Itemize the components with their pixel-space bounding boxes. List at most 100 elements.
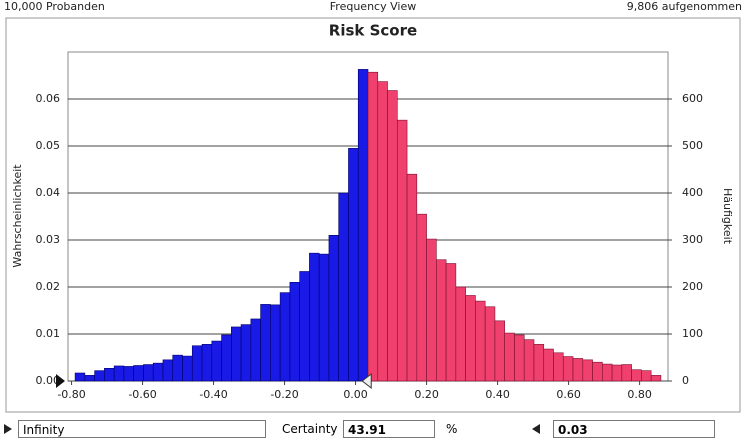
bar bbox=[465, 295, 476, 382]
upper-arrow[interactable] bbox=[532, 424, 540, 434]
bar bbox=[299, 271, 310, 382]
bar bbox=[162, 359, 174, 382]
bar bbox=[328, 235, 340, 382]
bar bbox=[318, 253, 330, 382]
bar bbox=[143, 364, 154, 382]
bar bbox=[94, 370, 105, 382]
bar bbox=[475, 300, 486, 382]
header-right: 9,806 aufgenommen bbox=[627, 0, 742, 13]
header-left: 10,000 Probanden bbox=[4, 0, 105, 13]
x-tick-label: -0.80 bbox=[57, 388, 85, 401]
bar bbox=[201, 344, 213, 382]
percent-label: % bbox=[446, 422, 458, 436]
bar bbox=[191, 345, 203, 382]
x-tick-label: 0.80 bbox=[627, 388, 652, 401]
y-tick-label: 0.00 bbox=[36, 374, 61, 387]
bar bbox=[562, 356, 574, 382]
y-tick-label: 0.03 bbox=[36, 233, 61, 246]
header-center: Frequency View bbox=[330, 0, 416, 13]
bar bbox=[602, 363, 613, 382]
bar bbox=[582, 359, 593, 382]
y2-tick-label: 100 bbox=[682, 327, 703, 340]
y2-tick-label: 300 bbox=[682, 233, 703, 246]
bar bbox=[406, 173, 418, 382]
bar bbox=[445, 263, 457, 382]
y2-tick-label: 400 bbox=[682, 186, 703, 199]
bar bbox=[650, 375, 662, 382]
bar bbox=[357, 69, 369, 382]
certainty-field[interactable]: 43.91 bbox=[343, 420, 435, 438]
bar bbox=[504, 332, 515, 382]
bar bbox=[338, 192, 349, 382]
bar bbox=[436, 259, 447, 382]
bar bbox=[494, 320, 505, 382]
bar bbox=[621, 364, 632, 382]
bar bbox=[592, 361, 603, 382]
bar bbox=[641, 370, 652, 382]
x-tick-label: 0.00 bbox=[343, 388, 368, 401]
bar bbox=[377, 81, 388, 382]
bar bbox=[484, 306, 496, 382]
bar bbox=[279, 292, 291, 382]
bar bbox=[289, 281, 300, 382]
upper-field[interactable]: 0.03 bbox=[553, 420, 715, 438]
bar bbox=[426, 238, 437, 382]
bar bbox=[523, 339, 535, 382]
bar bbox=[113, 365, 125, 382]
bar bbox=[553, 352, 564, 382]
bar bbox=[152, 362, 164, 382]
bar bbox=[270, 304, 281, 382]
bar bbox=[104, 368, 115, 382]
bar bbox=[260, 304, 271, 382]
bar bbox=[514, 334, 525, 382]
x-tick-label: 0.60 bbox=[556, 388, 581, 401]
bar bbox=[543, 348, 554, 382]
y-tick-label: 0.04 bbox=[36, 186, 61, 199]
bar bbox=[533, 344, 545, 382]
bar bbox=[240, 324, 252, 382]
y-tick-label: 0.01 bbox=[36, 327, 61, 340]
x-tick-label: 0.40 bbox=[485, 388, 510, 401]
y2-tick-label: 0 bbox=[682, 374, 689, 387]
bar bbox=[416, 213, 427, 382]
x-tick-label: -0.20 bbox=[270, 388, 298, 401]
y-tick-label: 0.06 bbox=[36, 92, 61, 105]
bar bbox=[182, 355, 193, 382]
y2-tick-label: 600 bbox=[682, 92, 703, 105]
bar bbox=[572, 358, 584, 382]
bar bbox=[309, 252, 320, 382]
y-tick-label: 0.05 bbox=[36, 139, 61, 152]
bar bbox=[396, 119, 408, 382]
bar bbox=[74, 372, 86, 382]
y2-tick-label: 200 bbox=[682, 280, 703, 293]
bar bbox=[250, 318, 261, 382]
bar bbox=[387, 90, 398, 382]
bar bbox=[221, 334, 232, 382]
bar bbox=[84, 375, 95, 382]
upper-grabber bbox=[361, 372, 372, 390]
bar bbox=[133, 365, 144, 382]
x-tick-label: 0.20 bbox=[414, 388, 439, 401]
bar bbox=[631, 369, 642, 382]
certainty-label: Certainty bbox=[282, 422, 338, 436]
y2-tick-label: 500 bbox=[682, 139, 703, 152]
chart-title: Risk Score bbox=[329, 22, 417, 40]
bar bbox=[367, 71, 379, 382]
bar bbox=[455, 286, 466, 382]
bar bbox=[172, 354, 183, 382]
x-tick-label: -0.40 bbox=[199, 388, 227, 401]
y-tick-label: 0.02 bbox=[36, 280, 61, 293]
bar bbox=[611, 364, 623, 382]
bar bbox=[231, 326, 242, 382]
bar bbox=[123, 366, 134, 382]
bar bbox=[348, 148, 359, 382]
lower-field[interactable]: Infinity bbox=[18, 420, 266, 438]
bar bbox=[211, 340, 222, 382]
y2-axis-label: Häufigkeit bbox=[721, 188, 734, 245]
y-axis-label: Wahrscheinlichkeit bbox=[11, 164, 24, 268]
lower-grabber bbox=[56, 374, 65, 388]
x-tick-label: -0.60 bbox=[128, 388, 156, 401]
lower-arrow[interactable] bbox=[4, 424, 12, 434]
